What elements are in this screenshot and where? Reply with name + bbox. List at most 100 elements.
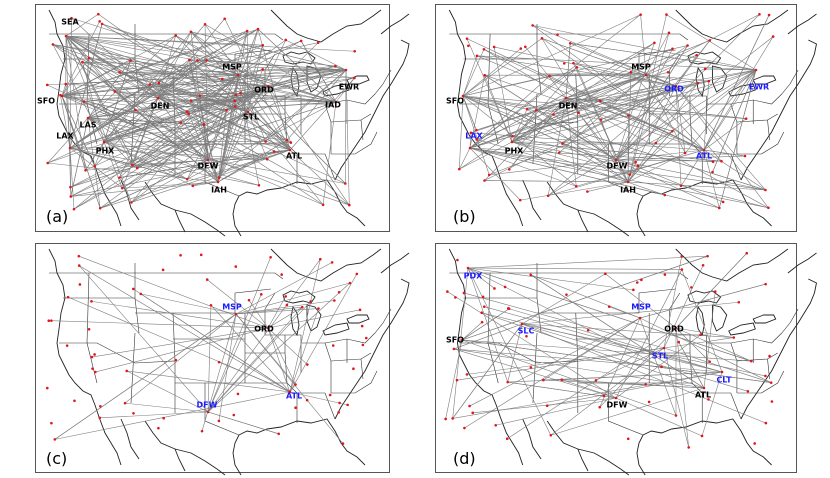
panel-d-airport-marker [753,442,756,445]
panel-b-airport-marker [671,47,674,51]
panel-b-route [559,74,647,153]
panel-a-route [73,111,249,210]
panel-d-airport-marker [750,359,753,363]
panel-a-airport-marker [299,39,303,43]
panel-d-airport-marker [614,396,618,400]
panel-a-route [87,28,259,119]
panel-a-route [65,35,90,59]
panel-d-route [550,387,705,436]
panel-a-route [224,18,291,151]
panel-c-airport-marker [280,273,284,276]
panel-c-airport-marker [352,367,355,371]
panel-d-route [663,256,682,349]
panel-a-route [122,111,249,189]
panel-a-airport-marker [188,58,191,62]
panel-d-route [615,397,703,437]
panel-a-airport-marker [179,121,183,124]
panel-b-route [578,112,629,183]
panel-a-route [132,111,249,166]
panel-c-airport-marker [331,344,335,347]
panel-b-route [484,74,617,161]
panel-a-airport-marker [69,195,73,198]
panel-b-airport-marker [518,198,522,202]
panel-a-route [137,149,291,169]
panel-c-airport-marker [232,413,236,417]
panel-c-airport-marker [294,406,297,409]
panel-b-airport-marker [754,68,758,72]
panel-c-route [78,255,269,329]
panel-b-route [511,141,665,196]
panel-a-route [345,69,350,206]
panel-b-airport-marker [626,180,630,184]
panel-b-airport-marker [534,108,538,112]
hub-label-c-3: ATL [286,392,302,401]
panel-b-route [462,95,577,187]
panel-d-airport-marker [468,404,471,408]
panel-b-route [615,36,774,161]
panel-c-airport-marker [53,438,57,441]
panel-b-route [469,147,631,175]
panel-d-airport-marker [493,287,496,290]
panel-b-route [719,69,757,209]
panel-a-airport-marker [316,41,320,44]
panel-a-route [103,60,131,143]
panel-d-route [453,348,723,373]
panel-a-route [69,18,72,149]
panel-b-airport-marker [771,35,775,38]
panel-a-airport-marker [233,99,237,103]
panel-d-airport-marker [480,320,484,324]
panel-b-route [565,40,710,99]
panel-a-route [217,106,236,183]
panel-b-route [547,69,757,197]
panel-d-airport-marker [604,272,607,276]
panel-b-route [466,38,513,143]
hub-label-b-2: EWR [749,83,769,92]
panel-d-route [530,274,705,389]
panel-c-airport-marker [94,370,97,374]
panel-a-route [247,42,319,113]
panel-a-airport-marker [131,163,134,167]
panel-d-route [461,255,708,341]
panel-b-route [640,14,647,76]
panel-b-airport-marker [556,33,559,36]
panel-a-airport-marker [220,77,224,81]
panel-b-route [549,75,705,151]
panel-b-route [703,149,766,191]
panel-d-route [509,308,723,373]
hub-label-d-3: ORD [664,325,684,334]
panel-c-airport-marker [90,300,93,303]
hub-label-a-13: IAH [211,186,227,195]
panel-d-airport-marker [607,305,611,308]
panel-b-route [511,71,631,143]
panel-b-route [462,95,631,175]
panel-d-route [639,283,766,319]
panel-c-route [91,301,269,329]
panel-a-airport-marker [189,30,193,34]
panel-a-airport-marker [257,184,261,187]
panel-d-airport-marker [663,273,667,276]
hub-label-a-1: MSP [222,63,242,72]
panel-b-airport-marker [540,37,544,40]
panel-a-route [189,59,337,103]
panel-a-route [61,35,176,97]
panel-b-airport-marker [644,73,648,77]
panel-a-airport-marker [353,49,356,53]
hub-label-b-8: DFW [607,162,628,171]
panel-c-airport-marker [294,383,297,386]
panel-c-route [54,313,237,440]
panel-a-airport-marker [266,84,270,88]
panel-d-airport-marker [768,354,771,358]
panel-a-route [103,60,207,143]
hub-label-a-2: ORD [254,86,274,95]
panel-a-route [207,158,268,161]
panel-d-route [452,323,523,419]
panel-d-route [663,347,772,383]
panel-a-airport-marker [205,59,208,62]
panel-a-route [61,44,263,97]
panel-a-airport-marker [118,176,121,179]
panel-c-route [267,306,303,329]
panel-a-airport-marker [334,100,338,104]
panel-a-route [87,117,188,180]
panel-c-route [267,327,290,392]
panel-b-route [576,67,629,183]
